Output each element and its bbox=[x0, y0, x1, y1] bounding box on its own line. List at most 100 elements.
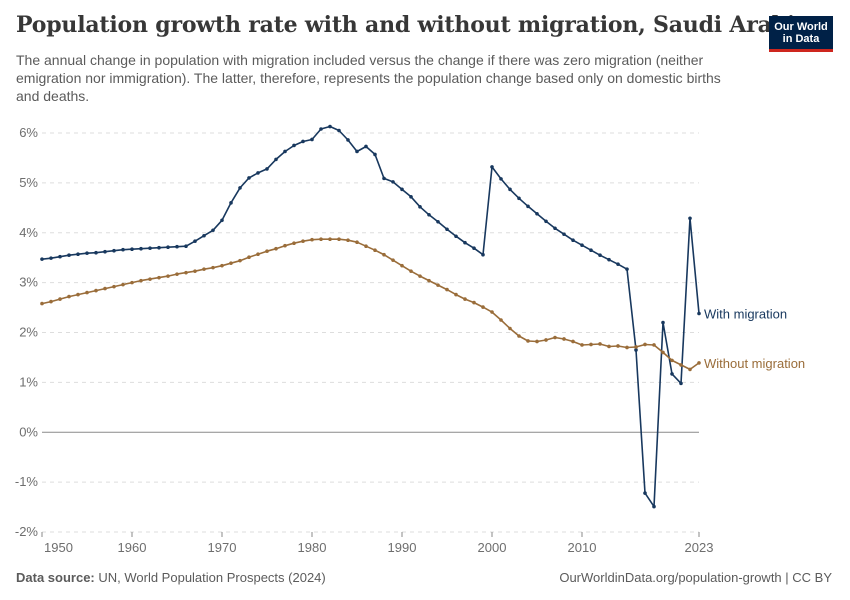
data-point bbox=[193, 269, 197, 273]
data-source: Data source: UN, World Population Prospe… bbox=[16, 570, 326, 585]
data-point bbox=[571, 238, 575, 243]
data-point bbox=[301, 239, 305, 244]
series-line-0 bbox=[41, 125, 700, 508]
data-point bbox=[499, 177, 503, 181]
data-point bbox=[409, 195, 413, 199]
series-line-1 bbox=[41, 238, 700, 371]
data-point bbox=[346, 238, 350, 243]
data-point bbox=[256, 252, 260, 256]
data-point bbox=[229, 201, 233, 205]
x-tick-label: 1990 bbox=[388, 540, 417, 555]
data-point bbox=[121, 247, 125, 252]
data-point bbox=[454, 292, 458, 297]
data-point bbox=[337, 237, 341, 242]
data-point bbox=[157, 245, 161, 250]
data-point bbox=[373, 152, 377, 157]
data-point bbox=[175, 244, 179, 249]
data-point bbox=[49, 299, 53, 304]
data-point bbox=[265, 167, 269, 171]
data-point bbox=[463, 240, 467, 245]
y-tick-label: 0% bbox=[19, 424, 38, 439]
data-point bbox=[508, 187, 512, 192]
y-tick-label: 2% bbox=[19, 325, 38, 340]
data-point bbox=[643, 342, 647, 347]
data-point bbox=[697, 311, 701, 316]
data-point bbox=[490, 310, 494, 314]
data-point bbox=[256, 171, 260, 175]
data-point bbox=[598, 342, 602, 346]
data-point bbox=[679, 381, 683, 386]
data-point bbox=[670, 372, 674, 376]
data-point bbox=[139, 246, 143, 251]
data-point bbox=[589, 342, 593, 347]
data-point bbox=[643, 491, 647, 495]
series-label: With migration bbox=[704, 307, 787, 322]
logo-line-2: in Data bbox=[782, 33, 820, 45]
data-point bbox=[85, 290, 89, 295]
data-point bbox=[202, 267, 206, 271]
data-point bbox=[238, 258, 242, 263]
data-point bbox=[661, 320, 665, 325]
x-tick-label: 1960 bbox=[118, 540, 147, 555]
data-point bbox=[391, 258, 395, 262]
data-point bbox=[49, 256, 53, 260]
data-point bbox=[283, 243, 287, 248]
data-point bbox=[499, 318, 503, 322]
source-link[interactable]: OurWorldinData.org/population-growth | C… bbox=[559, 570, 832, 585]
data-point bbox=[184, 244, 188, 249]
data-point bbox=[670, 358, 674, 363]
data-point bbox=[598, 253, 602, 257]
data-point bbox=[472, 246, 476, 251]
data-point bbox=[418, 274, 422, 278]
data-point bbox=[148, 246, 152, 251]
x-tick-label: 2000 bbox=[478, 540, 507, 555]
data-point bbox=[274, 157, 278, 162]
data-point bbox=[337, 128, 341, 133]
y-tick-label: 3% bbox=[19, 275, 38, 290]
data-point bbox=[67, 294, 71, 299]
data-point bbox=[364, 244, 368, 249]
x-tick-label: 2023 bbox=[685, 540, 714, 555]
data-point bbox=[382, 176, 386, 181]
data-point bbox=[418, 205, 422, 209]
data-source-label: Data source: bbox=[16, 570, 95, 585]
data-point bbox=[400, 263, 404, 268]
data-point bbox=[202, 233, 206, 238]
data-point bbox=[328, 237, 332, 242]
data-point bbox=[517, 334, 521, 338]
y-tick-label: 6% bbox=[19, 125, 38, 140]
data-point bbox=[211, 228, 215, 233]
data-point bbox=[436, 219, 440, 224]
data-point bbox=[517, 196, 521, 201]
data-point bbox=[364, 144, 368, 149]
data-point bbox=[391, 180, 395, 184]
data-point bbox=[283, 149, 287, 154]
data-point bbox=[103, 286, 107, 291]
data-point bbox=[355, 240, 359, 245]
data-point bbox=[607, 257, 611, 262]
data-point bbox=[535, 211, 539, 216]
data-point bbox=[562, 232, 566, 237]
data-point bbox=[76, 292, 80, 297]
data-point bbox=[373, 248, 377, 253]
data-point bbox=[238, 186, 242, 190]
data-point bbox=[463, 297, 467, 301]
data-point bbox=[526, 204, 530, 209]
data-point bbox=[328, 124, 332, 129]
data-point bbox=[625, 345, 629, 350]
data-point bbox=[553, 226, 557, 231]
data-point bbox=[274, 246, 278, 251]
data-point bbox=[580, 243, 584, 248]
chart-subtitle: The annual change in population with mig… bbox=[16, 52, 721, 104]
data-point bbox=[616, 344, 620, 348]
data-point bbox=[445, 227, 449, 232]
data-point bbox=[130, 280, 134, 285]
y-tick-label: 4% bbox=[19, 225, 38, 240]
data-point bbox=[130, 247, 134, 252]
data-point bbox=[40, 301, 44, 306]
data-point bbox=[445, 287, 449, 292]
data-point bbox=[490, 165, 494, 169]
data-point bbox=[301, 139, 305, 144]
data-point bbox=[382, 252, 386, 257]
owid-logo[interactable]: Our World in Data bbox=[769, 16, 833, 52]
